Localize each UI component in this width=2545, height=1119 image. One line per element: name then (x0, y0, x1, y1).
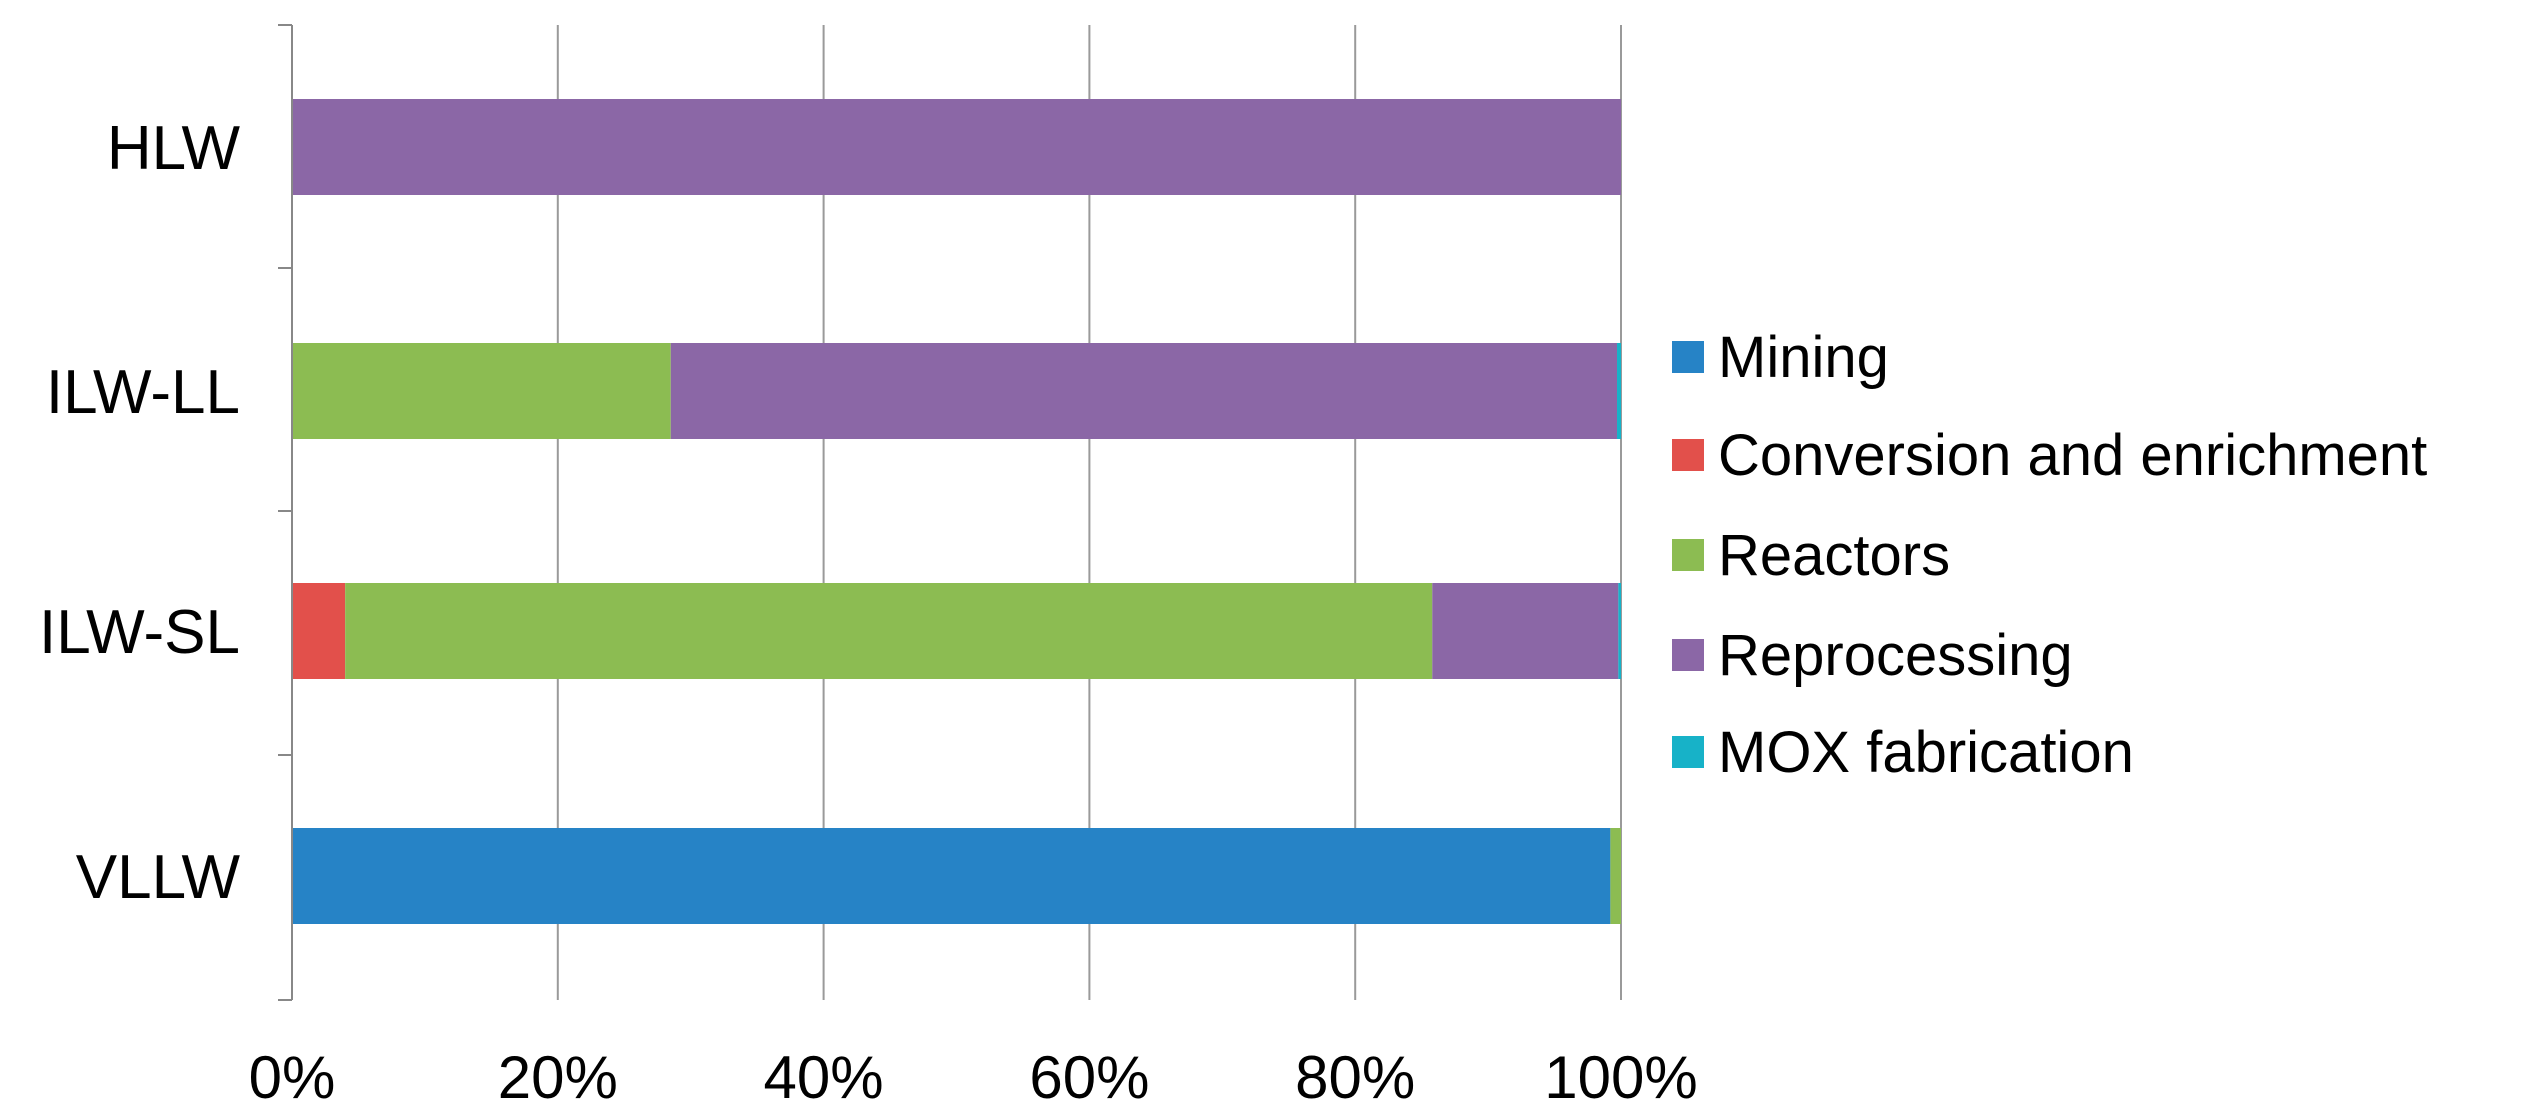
bar-segment (292, 99, 1621, 195)
bar-segment (292, 343, 671, 439)
bar-segment (345, 583, 1433, 679)
bar-segment (1610, 828, 1621, 924)
legend-label: Reactors (1718, 523, 1950, 588)
legend-swatch (1672, 539, 1704, 571)
x-tick-label: 40% (764, 1044, 884, 1111)
x-tick-label: 20% (498, 1044, 618, 1111)
x-tick-label: 80% (1295, 1044, 1415, 1111)
x-axis-tick-labels: 0% 20% 40% 60% 80% 100% (249, 1044, 1698, 1111)
legend-label: Conversion and enrichment (1718, 423, 2427, 488)
legend: Mining Conversion and enrichment Reactors R… (1672, 325, 2427, 785)
legend-label: Mining (1718, 325, 1889, 390)
x-tick-label: 100% (1544, 1044, 1697, 1111)
legend-label: MOX fabrication (1718, 720, 2134, 785)
bar-segment (1618, 583, 1621, 679)
y-axis-ticks (278, 24, 292, 1001)
y-axis-category-labels: HLW ILW-LL ILW-SL VLLW (39, 114, 240, 912)
x-tick-label: 0% (249, 1044, 336, 1111)
bars (292, 99, 1621, 924)
bar-segment (292, 583, 346, 679)
legend-swatch (1672, 341, 1704, 373)
category-label: ILW-LL (46, 358, 240, 427)
bar-segment (1617, 343, 1621, 439)
category-label: ILW-SL (39, 598, 240, 667)
category-label: HLW (107, 114, 241, 183)
category-label: VLLW (76, 843, 241, 912)
legend-label: Reprocessing (1718, 623, 2073, 688)
bar-segment (1432, 583, 1619, 679)
legend-swatch (1672, 736, 1704, 768)
legend-swatch (1672, 639, 1704, 671)
bar-segment (670, 343, 1618, 439)
bar-segment (292, 828, 1611, 924)
x-tick-label: 60% (1029, 1044, 1149, 1111)
legend-swatch (1672, 439, 1704, 471)
